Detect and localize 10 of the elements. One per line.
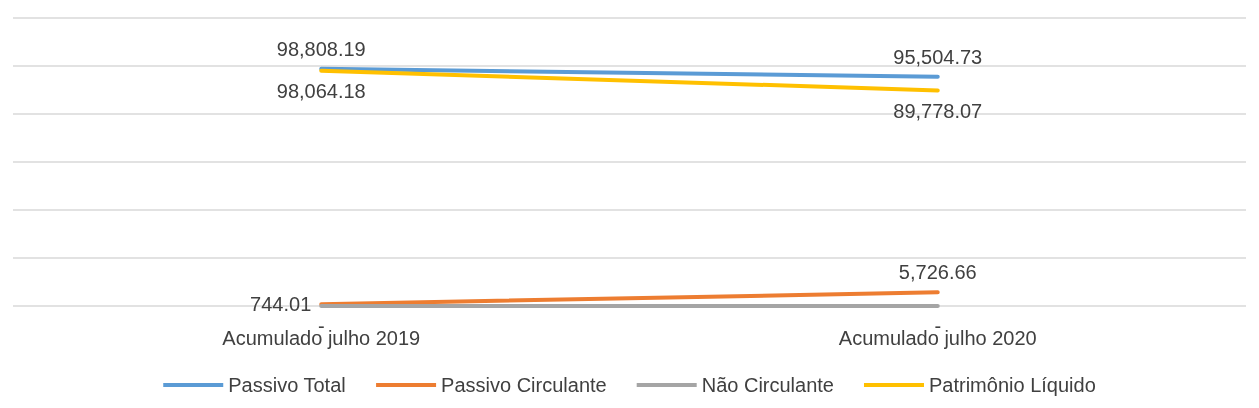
legend-label: Não Circulante — [701, 374, 834, 396]
data-label: 89,778.07 — [893, 99, 983, 122]
legend-label: Patrimônio Líquido — [928, 374, 1096, 396]
data-label: 744.01 — [250, 293, 312, 316]
data-label: 98,064.18 — [276, 79, 366, 102]
data-label: 98,808.19 — [276, 37, 366, 60]
legend-label: Passivo Circulante — [441, 374, 607, 396]
data-label: 95,504.73 — [893, 45, 983, 68]
legend-label: Passivo Total — [228, 374, 346, 396]
data-label: 5,726.66 — [898, 261, 977, 284]
